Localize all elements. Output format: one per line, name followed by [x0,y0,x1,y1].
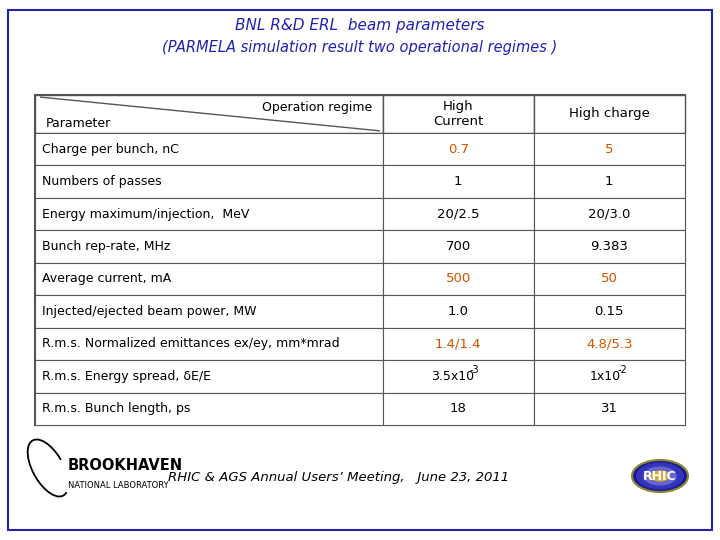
Text: (PARMELA simulation result two operational regimes ): (PARMELA simulation result two operation… [163,40,557,55]
Text: High charge: High charge [569,107,649,120]
Text: 31: 31 [600,402,618,415]
Text: 1: 1 [605,175,613,188]
Text: 18: 18 [450,402,467,415]
Text: Average current, mA: Average current, mA [42,273,171,286]
Text: 1.4/1.4: 1.4/1.4 [435,338,482,350]
Text: Parameter: Parameter [46,117,111,130]
Text: 0.7: 0.7 [448,143,469,156]
Text: 1.0: 1.0 [448,305,469,318]
Text: R.m.s. Normalized emittances ex/ey, mm*mrad: R.m.s. Normalized emittances ex/ey, mm*m… [42,338,340,350]
Text: 700: 700 [446,240,471,253]
Text: RHIC & AGS Annual Users’ Meeting,   June 23, 2011: RHIC & AGS Annual Users’ Meeting, June 2… [168,471,509,484]
Text: Charge per bunch, nC: Charge per bunch, nC [42,143,179,156]
Text: NATIONAL LABORATORY: NATIONAL LABORATORY [68,482,168,490]
Text: BROOKHAVEN: BROOKHAVEN [68,458,183,474]
Text: -3: -3 [469,366,479,375]
Text: RHIC: RHIC [643,469,677,483]
Text: 20/3.0: 20/3.0 [588,207,631,220]
Text: Energy maximum/injection,  MeV: Energy maximum/injection, MeV [42,207,250,220]
Text: 1x10: 1x10 [590,370,621,383]
Text: Bunch rep-rate, MHz: Bunch rep-rate, MHz [42,240,171,253]
Text: 1: 1 [454,175,462,188]
Text: Operation regime: Operation regime [261,102,372,114]
Text: 5: 5 [605,143,613,156]
Text: Numbers of passes: Numbers of passes [42,175,162,188]
Text: Injected/ejected beam power, MW: Injected/ejected beam power, MW [42,305,257,318]
Text: BNL R&D ERL  beam parameters: BNL R&D ERL beam parameters [235,18,485,33]
Text: High
Current: High Current [433,100,483,128]
Text: 4.8/5.3: 4.8/5.3 [586,338,633,350]
Text: R.m.s. Bunch length, ps: R.m.s. Bunch length, ps [42,402,191,415]
Text: 20/2.5: 20/2.5 [437,207,480,220]
Text: 500: 500 [446,273,471,286]
Text: -2: -2 [617,366,627,375]
Text: 3.5x10: 3.5x10 [431,370,474,383]
Text: R.m.s. Energy spread, δE/E: R.m.s. Energy spread, δE/E [42,370,211,383]
Text: 50: 50 [600,273,618,286]
Text: 0.15: 0.15 [595,305,624,318]
Text: 9.383: 9.383 [590,240,629,253]
